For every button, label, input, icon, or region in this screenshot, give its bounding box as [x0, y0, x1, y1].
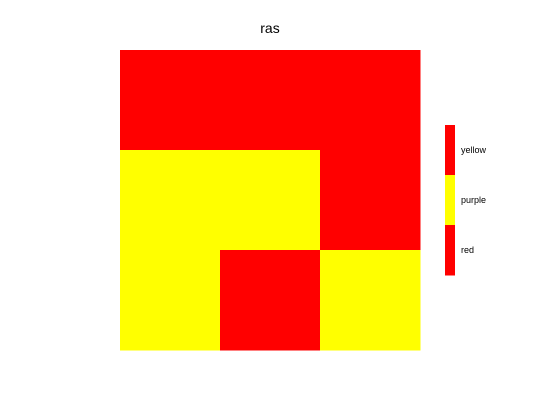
- raster-cell-r3-c2: [220, 250, 321, 351]
- raster-cell-r3-c1: [120, 250, 221, 351]
- raster-cell-r1-c1: [120, 50, 221, 151]
- raster-grid: [120, 50, 421, 351]
- legend-label-purple: purple: [461, 195, 486, 205]
- legend-swatch-2: [445, 175, 455, 226]
- raster-cell-r2-c3: [320, 150, 421, 251]
- legend-swatch-1: [445, 125, 455, 176]
- raster-cell-r2-c1: [120, 150, 221, 251]
- legend-label-red: red: [461, 245, 474, 255]
- chart-title: ras: [260, 20, 279, 36]
- raster-cell-r3-c3: [320, 250, 421, 351]
- raster-cell-r1-c3: [320, 50, 421, 151]
- legend: yellow purple red: [445, 125, 487, 276]
- raster-cell-r2-c2: [220, 150, 321, 251]
- raster-cell-r1-c2: [220, 50, 321, 151]
- legend-label-yellow: yellow: [461, 145, 487, 155]
- legend-swatch-3: [445, 225, 455, 276]
